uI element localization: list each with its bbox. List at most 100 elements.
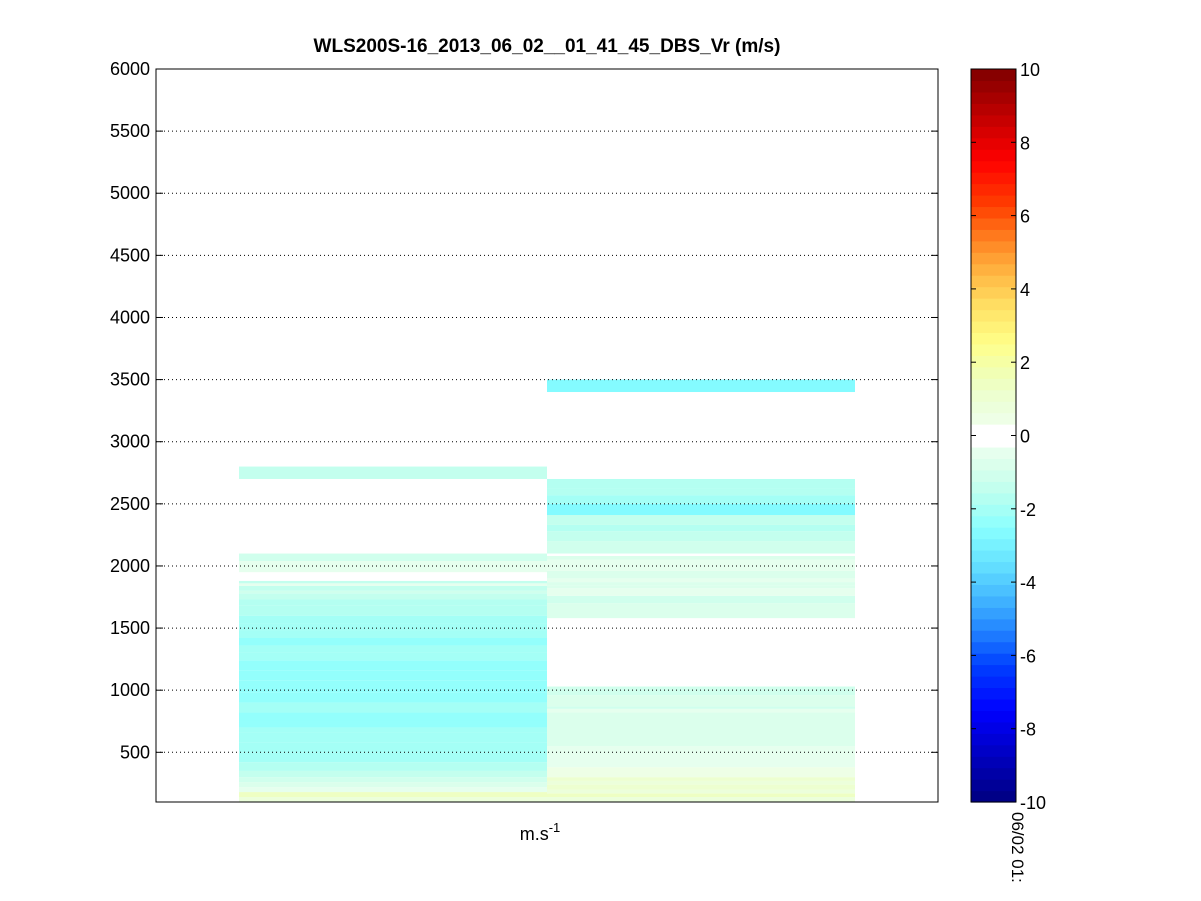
heatmap-band xyxy=(239,590,547,594)
heatmap-band xyxy=(547,712,855,747)
heatmap-band xyxy=(547,503,855,516)
colorbar-tick-label: -10 xyxy=(1020,793,1046,813)
heatmap-band xyxy=(239,660,547,671)
heatmap-band xyxy=(239,782,547,788)
colorbar-swatch xyxy=(971,160,1016,173)
heatmap-band xyxy=(547,515,855,525)
colorbar-swatch xyxy=(971,298,1016,311)
heatmap-band xyxy=(547,695,855,707)
colorbar-swatch xyxy=(971,252,1016,265)
heatmap-band xyxy=(547,578,855,583)
colorbar-ticks: -10 -8 -6 -4 -2 0 2 4 6 8 10 xyxy=(971,60,1046,813)
colorbar-swatch xyxy=(971,458,1016,471)
heatmap-band xyxy=(547,780,855,785)
colorbar-swatch xyxy=(971,355,1016,368)
colorbar-swatch xyxy=(971,172,1016,185)
heatmap-band xyxy=(239,702,547,713)
heatmap-band xyxy=(239,580,547,584)
heatmap-band xyxy=(239,638,547,646)
heatmap-band xyxy=(547,379,855,393)
colorbar-swatch xyxy=(971,229,1016,242)
colorbar-swatches xyxy=(971,69,1016,803)
plot-area: 500 1000 1500 2000 2500 3000 3500 4000 4500 5000 5… xyxy=(110,59,939,803)
colorbar-swatch xyxy=(971,584,1016,597)
x-axis-label: m.s-1 xyxy=(520,820,561,844)
colorbar: -10 -8 -6 -4 -2 0 2 4 6 8 10 06/02 01: xyxy=(970,60,1046,883)
colorbar-tick-label: -2 xyxy=(1020,500,1036,520)
y-tick-label: 5500 xyxy=(110,121,150,141)
heatmap-band xyxy=(239,585,547,591)
colorbar-swatch xyxy=(971,309,1016,322)
heatmap-band xyxy=(239,652,547,661)
y-tick-label: 5000 xyxy=(110,183,150,203)
y-tick-label: 3000 xyxy=(110,432,150,452)
heatmap-band xyxy=(239,478,547,554)
colorbar-swatch xyxy=(971,217,1016,230)
heatmap-band xyxy=(547,618,855,687)
colorbar-swatch xyxy=(971,515,1016,528)
colorbar-swatch xyxy=(971,664,1016,677)
colorbar-swatch xyxy=(971,137,1016,150)
heatmap-cells xyxy=(239,379,855,802)
colorbar-swatch xyxy=(971,779,1016,792)
colorbar-swatch xyxy=(971,412,1016,425)
colorbar-tick-label: 10 xyxy=(1020,60,1040,80)
colorbar-swatch xyxy=(971,710,1016,723)
heatmap-band xyxy=(239,797,547,802)
colorbar-swatch xyxy=(971,332,1016,345)
colorbar-label: 06/02 01: xyxy=(1008,812,1027,883)
colorbar-swatch xyxy=(971,114,1016,127)
heatmap-band xyxy=(239,670,547,681)
y-tick-label: 2000 xyxy=(110,556,150,576)
heatmap-band xyxy=(547,570,855,579)
heatmap-band xyxy=(239,712,547,721)
heatmap-band xyxy=(547,777,855,781)
colorbar-swatch xyxy=(971,194,1016,208)
y-axis-ticks: 500 1000 1500 2000 2500 3000 3500 4000 4500 5000 5… xyxy=(110,59,938,762)
colorbar-swatch xyxy=(971,618,1016,631)
colorbar-tick-label: 4 xyxy=(1020,280,1030,300)
colorbar-swatch xyxy=(971,91,1016,104)
colorbar-swatch xyxy=(971,721,1016,734)
plot-frame xyxy=(155,68,939,803)
colorbar-swatch xyxy=(971,481,1016,494)
colorbar-tick-label: 6 xyxy=(1020,207,1030,227)
heatmap-band xyxy=(239,732,547,743)
colorbar-swatch xyxy=(971,572,1016,585)
heatmap-band xyxy=(547,559,855,571)
heatmap-band xyxy=(239,466,547,479)
heatmap-band xyxy=(547,686,855,696)
colorbar-swatch xyxy=(971,424,1016,437)
colorbar-swatch xyxy=(971,595,1016,608)
y-tick-label: 1000 xyxy=(110,680,150,700)
heatmap-band xyxy=(547,797,855,802)
heatmap-band xyxy=(547,784,855,790)
colorbar-swatch xyxy=(971,275,1016,288)
colorbar-swatch xyxy=(971,550,1016,563)
heatmap-band xyxy=(547,793,855,798)
heatmap-band xyxy=(239,583,547,586)
colorbar-swatch xyxy=(971,446,1016,460)
heatmap-band xyxy=(547,582,855,586)
colorbar-swatch xyxy=(971,401,1016,414)
heatmap-band xyxy=(547,478,855,489)
colorbar-swatch xyxy=(971,366,1016,379)
colorbar-swatch xyxy=(971,378,1016,391)
colorbar-swatch xyxy=(971,126,1016,139)
heatmap-band xyxy=(547,524,855,532)
colorbar-swatch xyxy=(971,69,1016,82)
colorbar-swatch xyxy=(971,630,1016,643)
heatmap-band xyxy=(239,623,547,631)
heatmap-band xyxy=(239,630,547,639)
colorbar-swatch xyxy=(971,698,1016,711)
colorbar-swatch xyxy=(971,767,1016,780)
heatmap-band xyxy=(239,720,547,728)
heatmap-band xyxy=(239,572,547,581)
heatmap-band xyxy=(239,787,547,793)
colorbar-swatch xyxy=(971,653,1016,666)
heatmap-band xyxy=(239,553,547,561)
heatmap-band xyxy=(239,762,547,771)
heatmap-band xyxy=(547,488,855,496)
heatmap-band xyxy=(547,553,855,557)
heatmap-band xyxy=(547,595,855,604)
